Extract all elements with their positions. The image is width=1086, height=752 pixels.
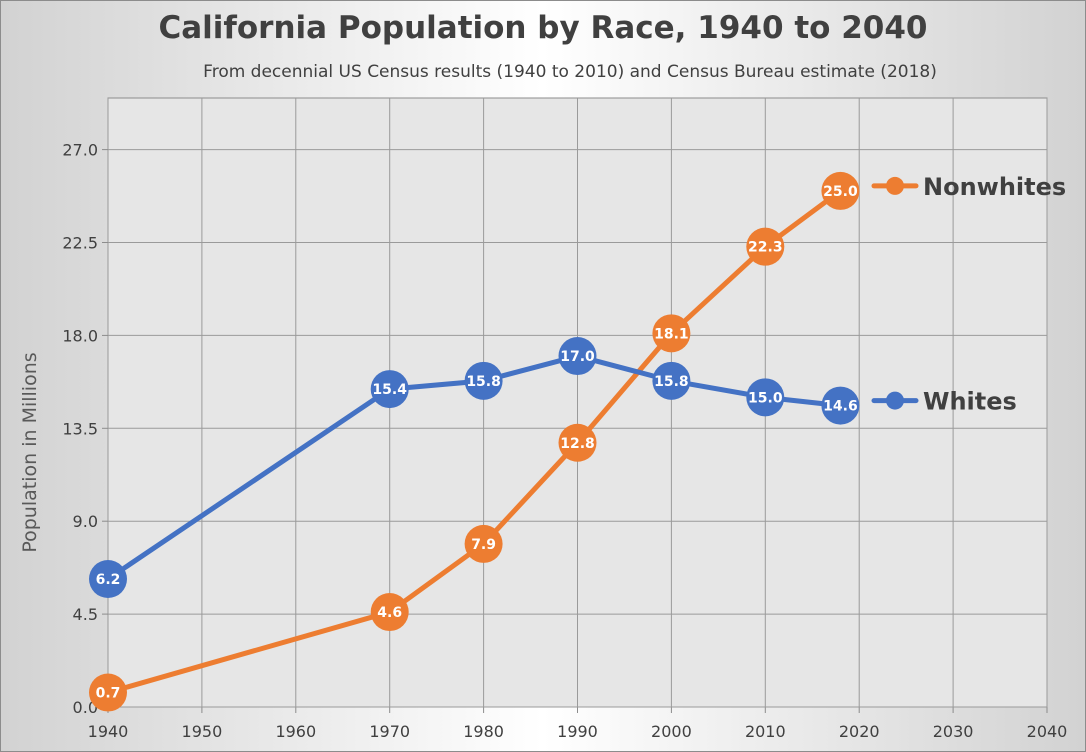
legend-marker-whites [886,391,904,410]
y-tick-label: 27.0 [62,141,98,160]
data-point-whites [746,378,785,417]
legend-marker-nonwhites [886,176,904,195]
data-label-nonwhites: 4.6 [377,605,402,621]
data-label-whites: 15.4 [372,382,407,398]
data-point-whites [464,361,503,400]
data-point-nonwhites [746,227,785,266]
data-label-whites: 6.2 [96,572,121,588]
data-point-nonwhites [89,673,127,712]
chart-title: California Population by Race, 1940 to 2… [158,10,928,46]
x-tick-label: 1970 [369,722,410,741]
x-tick-label: 2010 [745,722,786,741]
x-tick-label: 1980 [463,722,504,741]
x-tick-label: 2000 [651,722,692,741]
data-label-whites: 15.8 [654,374,689,390]
y-tick-label: 9.0 [73,512,98,531]
data-label-nonwhites: 0.7 [96,686,121,702]
data-point-whites [370,370,409,409]
data-point-whites [558,337,597,376]
y-tick-label: 0.0 [73,698,98,717]
data-point-nonwhites [464,524,503,563]
y-tick-label: 13.5 [62,419,98,438]
data-point-whites [652,361,691,400]
data-point-nonwhites [821,171,860,210]
x-tick-label: 1990 [557,722,598,741]
y-tick-label: 4.5 [73,605,98,624]
data-point-whites [821,386,860,425]
legend-label-nonwhites: Nonwhites [923,173,1066,201]
data-point-whites [89,560,127,599]
y-tick-label: 22.5 [62,234,98,253]
legend-label-whites: Whites [923,388,1017,416]
x-tick-label: 2040 [1027,722,1068,741]
data-label-nonwhites: 7.9 [471,537,496,553]
x-tick-label: 2030 [933,722,974,741]
x-tick-label: 1940 [88,722,129,741]
data-label-nonwhites: 25.0 [823,184,858,200]
data-label-nonwhites: 12.8 [560,436,595,452]
y-axis-title: Population in Millions [19,352,41,552]
data-point-nonwhites [370,593,409,632]
data-label-nonwhites: 22.3 [748,240,783,256]
x-tick-label: 1950 [182,722,223,741]
x-tick-label: 1960 [275,722,316,741]
x-tick-label: 2020 [839,722,880,741]
data-label-whites: 14.6 [823,399,858,415]
data-point-nonwhites [558,423,597,462]
data-label-whites: 15.8 [466,374,501,390]
data-label-whites: 15.0 [748,390,783,406]
data-label-nonwhites: 18.1 [654,326,689,342]
data-point-nonwhites [652,314,691,353]
data-label-whites: 17.0 [560,349,595,365]
y-tick-label: 18.0 [62,326,98,345]
chart-subtitle: From decennial US Census results (1940 t… [203,62,937,82]
